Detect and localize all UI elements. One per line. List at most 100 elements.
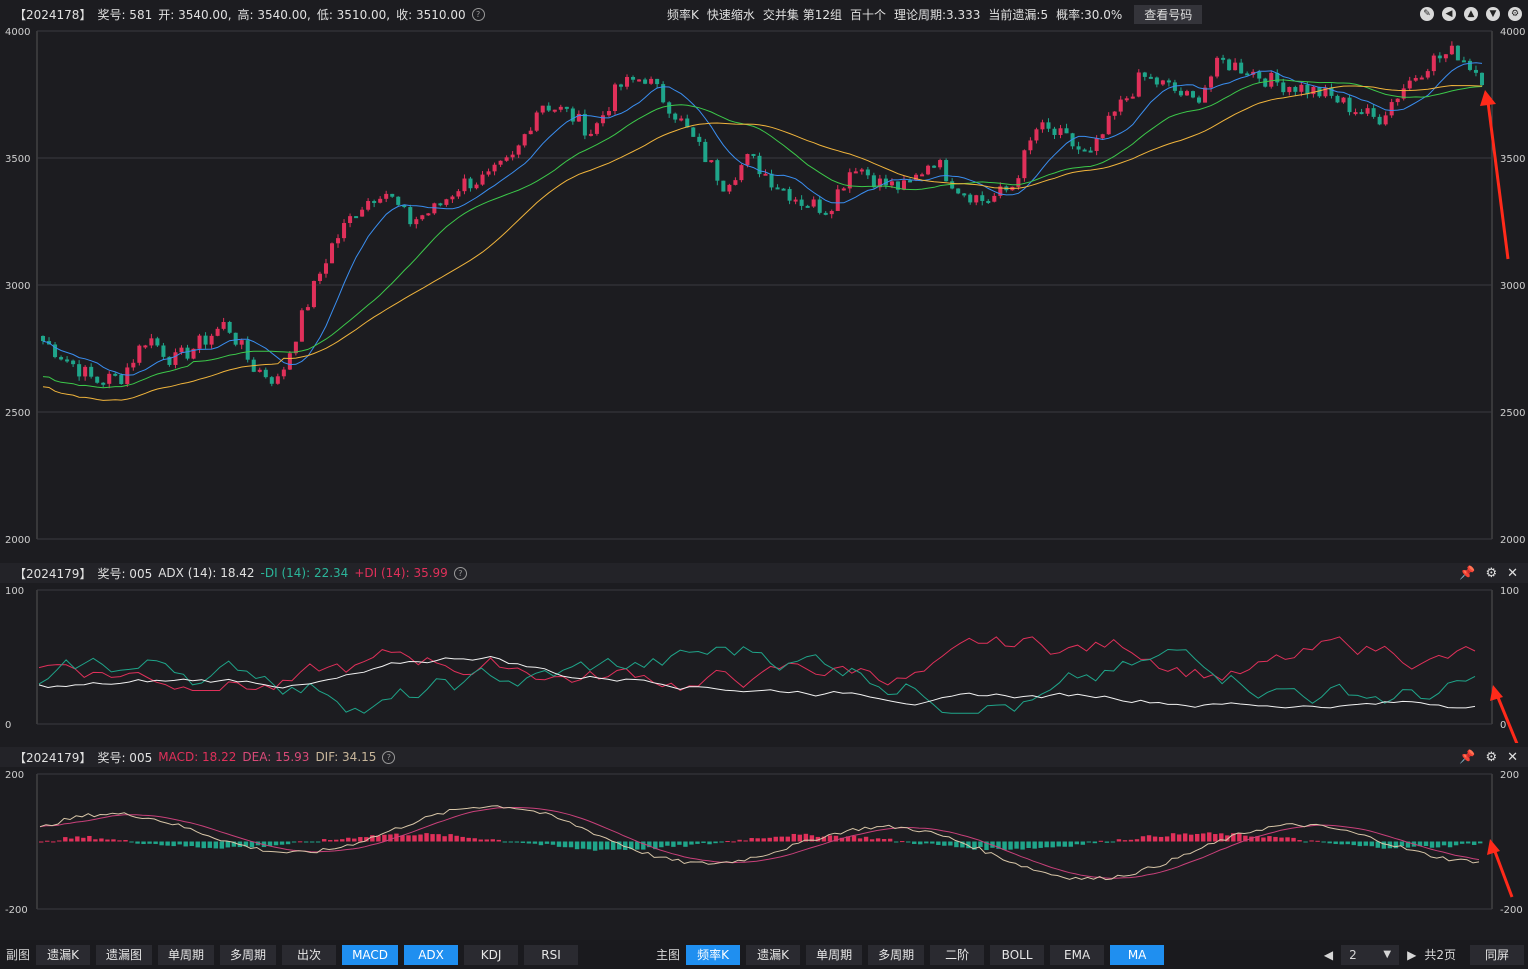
main-chart-button[interactable]: BOLL bbox=[990, 944, 1045, 965]
candle bbox=[1371, 108, 1376, 117]
sub-chart-button[interactable]: 单周期 bbox=[158, 944, 215, 965]
arrow-up-icon[interactable]: ▲ bbox=[1464, 7, 1478, 21]
candle bbox=[799, 199, 804, 206]
help-icon[interactable]: ? bbox=[453, 566, 467, 580]
arrow-down-icon[interactable]: ▼ bbox=[1486, 7, 1500, 21]
candle bbox=[1166, 80, 1171, 83]
next-page-icon[interactable]: ▶ bbox=[1407, 947, 1417, 962]
candle bbox=[492, 164, 497, 172]
page-select[interactable]: 2 ▼ bbox=[1341, 944, 1400, 965]
candle bbox=[540, 105, 545, 113]
macd-bar bbox=[376, 835, 381, 842]
macd-bar bbox=[1231, 833, 1236, 842]
macd-bar bbox=[346, 837, 351, 842]
candle bbox=[1425, 71, 1430, 78]
prev-page-icon[interactable]: ◀ bbox=[1323, 947, 1334, 962]
candle bbox=[661, 84, 666, 103]
candle bbox=[1148, 76, 1153, 79]
main-chart-button[interactable]: 频率K bbox=[686, 944, 741, 965]
candle bbox=[396, 196, 401, 205]
main-chart-button[interactable]: EMA bbox=[1050, 944, 1105, 965]
candle bbox=[889, 181, 894, 186]
sub-chart-button[interactable]: 遗漏K bbox=[36, 944, 91, 965]
sub-chart-button[interactable]: 多周期 bbox=[220, 944, 277, 965]
main-tick-right: 4000 bbox=[1500, 27, 1525, 38]
sub-chart-button[interactable]: 遗漏图 bbox=[96, 944, 153, 965]
candle bbox=[173, 352, 178, 365]
macd-bar bbox=[737, 839, 742, 842]
main-chart-button[interactable]: 遗漏K bbox=[746, 944, 801, 965]
sub-chart-label: 副图 bbox=[6, 948, 31, 962]
gear-icon[interactable]: ⚙ bbox=[1485, 565, 1498, 581]
fullscreen-button[interactable]: 同屏 bbox=[1470, 944, 1524, 965]
candle bbox=[372, 201, 377, 204]
gear-icon[interactable]: ⚙ bbox=[1485, 749, 1498, 765]
back-icon[interactable]: ◀ bbox=[1442, 7, 1456, 21]
macd-bar bbox=[604, 841, 610, 850]
help-icon[interactable]: ? bbox=[471, 7, 485, 21]
candle bbox=[998, 186, 1003, 196]
main-tick-left: 2500 bbox=[5, 408, 30, 419]
main-chart-button[interactable]: 多周期 bbox=[868, 944, 925, 965]
macd-bar bbox=[490, 839, 495, 842]
pin-icon[interactable]: 📌 bbox=[1459, 565, 1476, 581]
dif-line bbox=[39, 805, 1480, 881]
candle bbox=[546, 105, 551, 111]
candle bbox=[1215, 57, 1220, 77]
adx-header: 【2024179】 奖号: 005 ADX (14): 18.42 -DI (1… bbox=[0, 563, 1528, 583]
candle bbox=[1305, 84, 1310, 95]
main-chart-button[interactable]: MA bbox=[1110, 944, 1165, 965]
main-chart-button[interactable]: 单周期 bbox=[806, 944, 863, 965]
main-chart-button[interactable]: 二阶 bbox=[930, 944, 985, 965]
macd-bar bbox=[948, 841, 953, 846]
candle bbox=[354, 216, 359, 219]
candle bbox=[697, 136, 702, 142]
candle bbox=[835, 189, 840, 211]
pin-icon[interactable]: 📌 bbox=[1459, 749, 1476, 765]
macd-bar bbox=[1098, 840, 1104, 842]
close-icon[interactable]: ✕ bbox=[1507, 565, 1518, 581]
gear-icon[interactable]: ⚙ bbox=[1508, 7, 1522, 21]
lookup-numbers-button[interactable]: 查看号码 bbox=[1134, 4, 1203, 24]
sub-chart-button[interactable]: RSI bbox=[524, 944, 579, 965]
macd-bar bbox=[550, 841, 556, 845]
candle bbox=[841, 188, 846, 191]
candle bbox=[167, 356, 172, 365]
macd-bar bbox=[1465, 841, 1471, 844]
macd-chart[interactable]: 200 200 -200 -200 bbox=[0, 767, 1528, 937]
candle bbox=[1227, 59, 1232, 71]
macd-bar bbox=[382, 834, 387, 842]
candle bbox=[348, 216, 353, 224]
main-kline-chart[interactable]: 4000 4000 3500 3500 3000 3000 2500 2500 2000 2000 bbox=[0, 24, 1528, 559]
candle bbox=[829, 210, 834, 215]
macd-bar bbox=[291, 841, 297, 843]
macd-bar bbox=[918, 841, 923, 845]
sub-chart-button[interactable]: 出次 bbox=[282, 944, 337, 965]
candle bbox=[53, 344, 58, 358]
page-total: 共2页 bbox=[1424, 948, 1456, 962]
annotation-arrow bbox=[1492, 848, 1514, 898]
close-icon[interactable]: ✕ bbox=[1507, 749, 1518, 765]
strategy-info: 频率K 快速缩水 交并集 第12组 百十个 理论周期:3.333 当前遗漏:5 概率:30.… bbox=[667, 4, 1210, 24]
draw-tool-icon[interactable]: ✎ bbox=[1420, 7, 1434, 21]
candle bbox=[1058, 128, 1063, 135]
adx-line bbox=[38, 655, 1476, 709]
sub-chart-button[interactable]: KDJ bbox=[464, 944, 519, 965]
macd-bar bbox=[1014, 841, 1019, 849]
macd-bar bbox=[1038, 841, 1043, 848]
macd-bar bbox=[1267, 836, 1272, 842]
candle bbox=[1341, 97, 1346, 103]
macd-bar bbox=[273, 841, 279, 846]
sub-chart-button[interactable]: MACD bbox=[342, 944, 399, 965]
macd-bar bbox=[165, 841, 170, 846]
macd-bar bbox=[1122, 840, 1128, 842]
candle bbox=[456, 191, 461, 197]
adx-chart[interactable]: 100 100 0 0 bbox=[0, 583, 1528, 743]
sub-chart-button[interactable]: ADX bbox=[404, 944, 459, 965]
pager: ◀ 2 ▼ ▶ 共2页 同屏 bbox=[1324, 940, 1528, 969]
help-icon[interactable]: ? bbox=[382, 750, 396, 764]
bottom-toolbar: 副图 遗漏K 遗漏图 单周期 多周期 出次 MACD ADX KDJ RSI 主图 频率K 遗漏K… bbox=[0, 940, 1528, 969]
candle bbox=[1130, 96, 1135, 99]
macd-bar bbox=[875, 838, 881, 842]
macd-bar bbox=[201, 841, 206, 849]
